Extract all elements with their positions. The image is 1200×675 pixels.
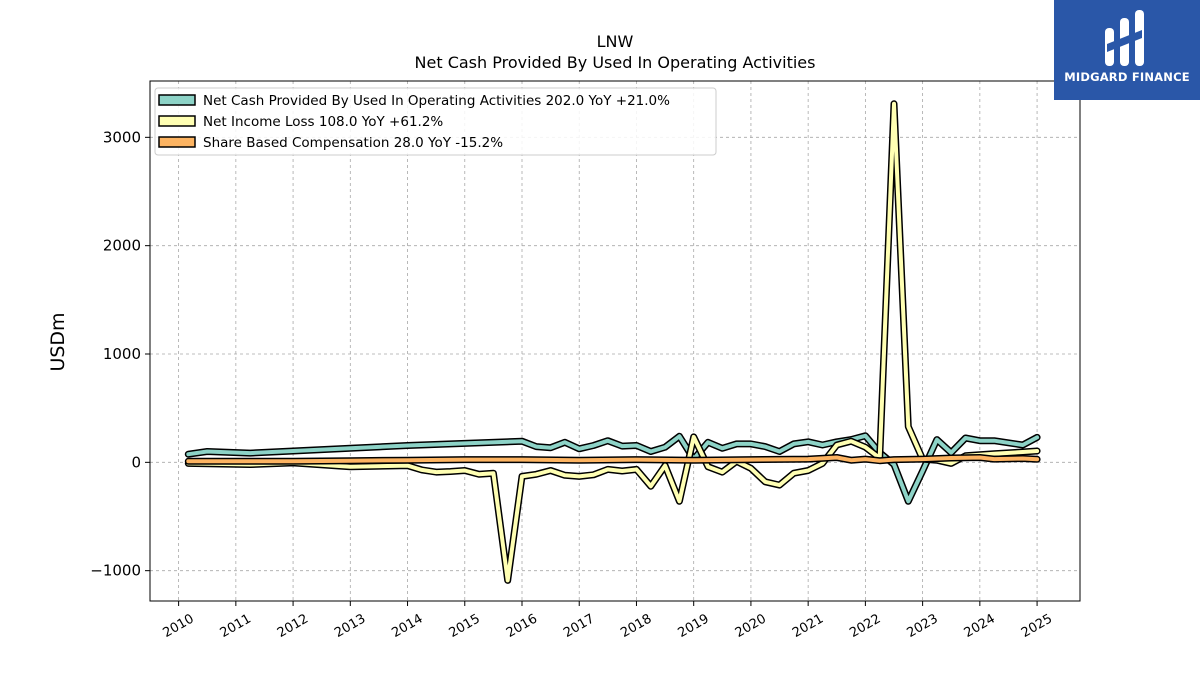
series-lines <box>184 100 1041 584</box>
legend-label-2: Net Income Loss 108.0 YoY +61.2% <box>203 114 443 130</box>
series-outline-2 <box>184 100 1041 584</box>
series-line-3 <box>186 455 1040 464</box>
brand-logo: MIDGARD FINANCE <box>1054 0 1200 100</box>
chart-subtitle: Net Cash Provided By Used In Operating A… <box>415 53 816 72</box>
x-tick-label: 2018 <box>618 611 654 641</box>
legend-label-3: Share Based Compensation 28.0 YoY -15.2% <box>203 135 503 151</box>
plot-frame <box>149 80 1081 602</box>
grid <box>150 81 1080 601</box>
x-tick-label: 2020 <box>733 611 769 641</box>
x-tick-label: 2011 <box>218 611 254 641</box>
legend-swatch-3 <box>158 136 196 148</box>
y-tick-label: 3000 <box>103 128 141 146</box>
y-tick-label: 0 <box>131 453 141 471</box>
y-tick-label: −1000 <box>90 562 141 580</box>
legend: Net Cash Provided By Used In Operating A… <box>154 87 717 156</box>
x-tick-label: 2023 <box>904 611 940 641</box>
y-tick-label: 1000 <box>103 345 141 363</box>
x-tick-label: 2021 <box>790 611 826 641</box>
legend-label-1: Net Cash Provided By Used In Operating A… <box>203 93 670 109</box>
legend-swatch-1 <box>158 94 196 106</box>
x-tick-label: 2016 <box>504 611 540 641</box>
chart-title: LNW <box>597 32 634 51</box>
x-tick-label: 2014 <box>389 611 425 641</box>
x-tick-label: 2017 <box>561 611 597 641</box>
x-tick-label: 2015 <box>447 611 483 641</box>
axis-ticks: 2010 2011 2012 2013 2014 2015 2016 2017 2018 2019… <box>90 128 1055 641</box>
series-line-1 <box>186 433 1040 504</box>
x-tick-label: 2025 <box>1019 611 1055 641</box>
x-tick-label: 2012 <box>275 611 311 641</box>
x-tick-label: 2010 <box>160 611 196 641</box>
legend-frame <box>154 87 717 156</box>
brand-name: MIDGARD FINANCE <box>1064 70 1190 84</box>
y-tick-label: 2000 <box>103 237 141 255</box>
x-tick-label: 2013 <box>332 611 368 641</box>
legend-swatch-2 <box>158 115 196 127</box>
x-tick-label: 2022 <box>847 611 883 641</box>
y-axis-label: USDm <box>47 312 69 371</box>
x-tick-label: 2024 <box>962 611 998 641</box>
midgard-logo-icon <box>1105 10 1144 66</box>
series-line-2 <box>186 101 1040 583</box>
x-tick-label: 2019 <box>676 611 712 641</box>
